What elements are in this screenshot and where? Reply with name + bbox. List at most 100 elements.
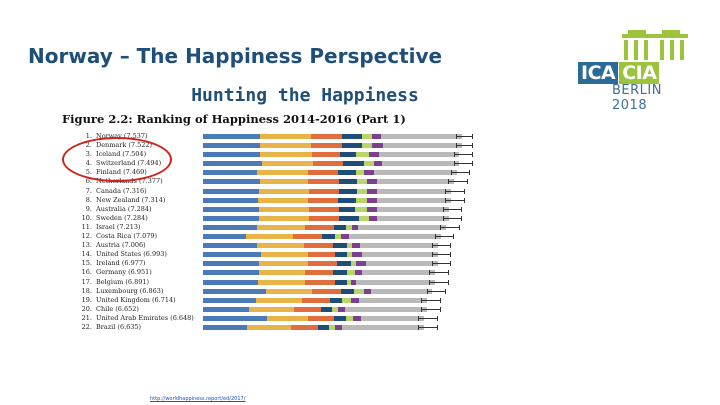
ranking-rank: 1. (85, 132, 92, 140)
bar-segment (308, 315, 335, 321)
error-bar-part (418, 324, 420, 330)
error-bar-part (442, 206, 444, 212)
bar-segment (352, 243, 361, 249)
figure-title: Figure 2.2: Ranking of Happiness 2014-20… (62, 112, 406, 126)
error-bar-part (456, 134, 458, 139)
error-bar (421, 306, 441, 312)
ranking-rank: 8. (85, 195, 92, 204)
bar-segment (341, 234, 350, 240)
bar-segment (258, 215, 309, 221)
error-bar-part (429, 281, 449, 283)
error-bar (453, 161, 473, 167)
logo-tagline: BERLIN 2018 (612, 83, 662, 113)
bar-segment (203, 134, 261, 139)
bar-segment (203, 161, 263, 167)
ranking-row: 21. United Arab Emirates (6.648) (60, 314, 485, 323)
bar-segment (351, 297, 359, 303)
ranking-bar (203, 197, 452, 203)
error-bar-part (450, 261, 452, 267)
error-bar (429, 270, 449, 276)
bar-segment (303, 243, 334, 249)
ranking-country-label: United Kingdom (6.714) (96, 295, 176, 304)
bar-segment (245, 234, 293, 240)
ranking-rank: 9. (85, 204, 92, 213)
error-bar-part (429, 270, 431, 276)
error-bar (429, 279, 449, 285)
ranking-rank: 7. (85, 186, 92, 195)
bar-segment (294, 306, 321, 312)
error-bar-part (445, 288, 446, 294)
error-bar (448, 179, 468, 185)
bar-segment (312, 152, 341, 158)
bar-segment (357, 188, 368, 194)
bar-segment (352, 224, 359, 230)
error-bar-part (453, 152, 455, 158)
error-bar-part (431, 252, 433, 258)
error-bar (442, 206, 463, 212)
bar-segment (332, 306, 338, 312)
ranking-rank: 18. (81, 286, 92, 295)
error-bar-part (458, 224, 460, 230)
bar-segment (358, 224, 446, 230)
bar-segment (203, 197, 258, 203)
bar-segment (372, 134, 381, 139)
error-bar (440, 224, 460, 230)
ranking-bar (203, 170, 457, 176)
bar-segment (360, 243, 438, 249)
bar-segment (259, 188, 310, 194)
error-bar (426, 288, 446, 294)
ranking-row: 15. Ireland (6.977) (60, 259, 485, 268)
ranking-rank: 6. (85, 177, 92, 186)
bar-segment (256, 297, 302, 303)
bar-segment (308, 197, 339, 203)
error-bar-part (440, 224, 441, 230)
ranking-country-label: Austria (7.006) (96, 241, 146, 250)
bar-segment (290, 324, 318, 330)
bar-segment (366, 197, 377, 203)
ranking-bar (203, 215, 449, 221)
bar-segment (203, 170, 258, 176)
slide-subtitle: Hunting the Happiness (191, 85, 419, 106)
ranking-country-label: Australia (7.284) (96, 204, 152, 213)
bar-segment (305, 279, 335, 285)
bar-segment (304, 270, 334, 276)
bar-segment (342, 324, 425, 330)
ranking-rank: 10. (81, 213, 92, 222)
ranking-bar (203, 297, 428, 303)
ranking-row: 16. Germany (6.951) (60, 268, 485, 277)
bar-segment (308, 206, 339, 212)
bar-segment (367, 179, 378, 185)
bar-segment (338, 215, 359, 221)
bar-segment (203, 243, 258, 249)
bar-segment (248, 306, 295, 312)
ranking-country-label: Belgium (6.891) (96, 277, 150, 286)
error-bar-part (431, 243, 433, 249)
bar-segment (356, 261, 367, 267)
bar-segment (262, 161, 313, 167)
error-bar-part (445, 188, 447, 194)
ranking-bar (203, 324, 425, 330)
error-bar-part (456, 136, 473, 137)
bar-segment (356, 279, 436, 285)
error-bar (431, 252, 452, 258)
bar-segment (358, 297, 428, 303)
conference-logo: ICA CIA BERLIN 2018 (578, 28, 698, 113)
ranking-bar (203, 270, 436, 276)
ranking-row: 6. Netherlands (7.377) (60, 177, 485, 186)
source-link[interactable]: http://worldhappiness.report/ed/2017/ (150, 396, 246, 402)
bar-segment (367, 188, 378, 194)
ranking-row: 1. Norway (7.537) (60, 132, 485, 141)
error-bar-part (448, 181, 468, 183)
error-bar (442, 215, 463, 221)
ranking-rank: 22. (81, 322, 92, 331)
ranking-country-label: New Zealand (7.314) (96, 195, 166, 204)
bar-segment (258, 279, 306, 285)
bar-segment (358, 215, 369, 221)
bar-segment (362, 143, 373, 149)
ranking-bar (203, 306, 428, 312)
bar-segment (363, 161, 374, 167)
bar-segment (312, 288, 341, 294)
ranking-row: 7. Canada (7.316) (60, 187, 485, 196)
ranking-bar (203, 234, 441, 240)
error-bar (445, 188, 465, 194)
